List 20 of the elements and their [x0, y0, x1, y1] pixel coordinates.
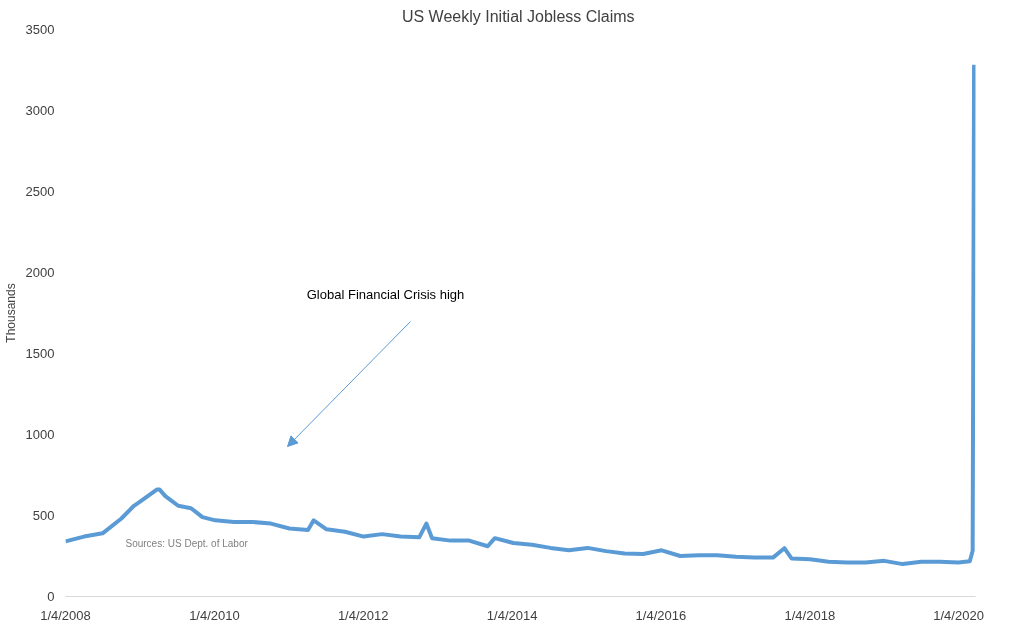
annotation: Global Financial Crisis high: [306, 286, 465, 302]
y-tick-label: 3000: [25, 103, 55, 118]
x-tick-label: 1/4/2008: [40, 607, 91, 623]
x-tick-label: 1/4/2014: [486, 607, 538, 623]
y-tick-label: 2500: [25, 184, 55, 199]
y-tick-label: 1500: [25, 346, 55, 361]
y-tick-label: 3500: [25, 22, 55, 37]
x-tick-label: 1/4/2018: [784, 607, 836, 623]
y-tick-label: 0: [47, 589, 55, 604]
annotation: Sources: US Dept. of Labor: [125, 537, 249, 549]
x-tick-label: 1/4/2010: [189, 607, 240, 623]
y-tick-label: 500: [32, 508, 55, 523]
line-series: [65, 62, 976, 567]
y-tick-label: 1000: [25, 427, 55, 442]
chart-title: US Weekly Initial Jobless Claims: [401, 7, 635, 25]
y-axis-title: Thousands: [3, 283, 18, 343]
x-tick-label: 1/4/2016: [635, 607, 687, 623]
x-tick-label: 1/4/2020: [933, 607, 984, 623]
y-tick-label: 2000: [25, 265, 55, 280]
x-tick-label: 1/4/2012: [337, 607, 389, 623]
